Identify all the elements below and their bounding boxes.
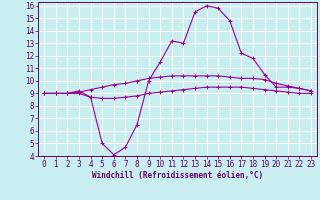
- X-axis label: Windchill (Refroidissement éolien,°C): Windchill (Refroidissement éolien,°C): [92, 171, 263, 180]
